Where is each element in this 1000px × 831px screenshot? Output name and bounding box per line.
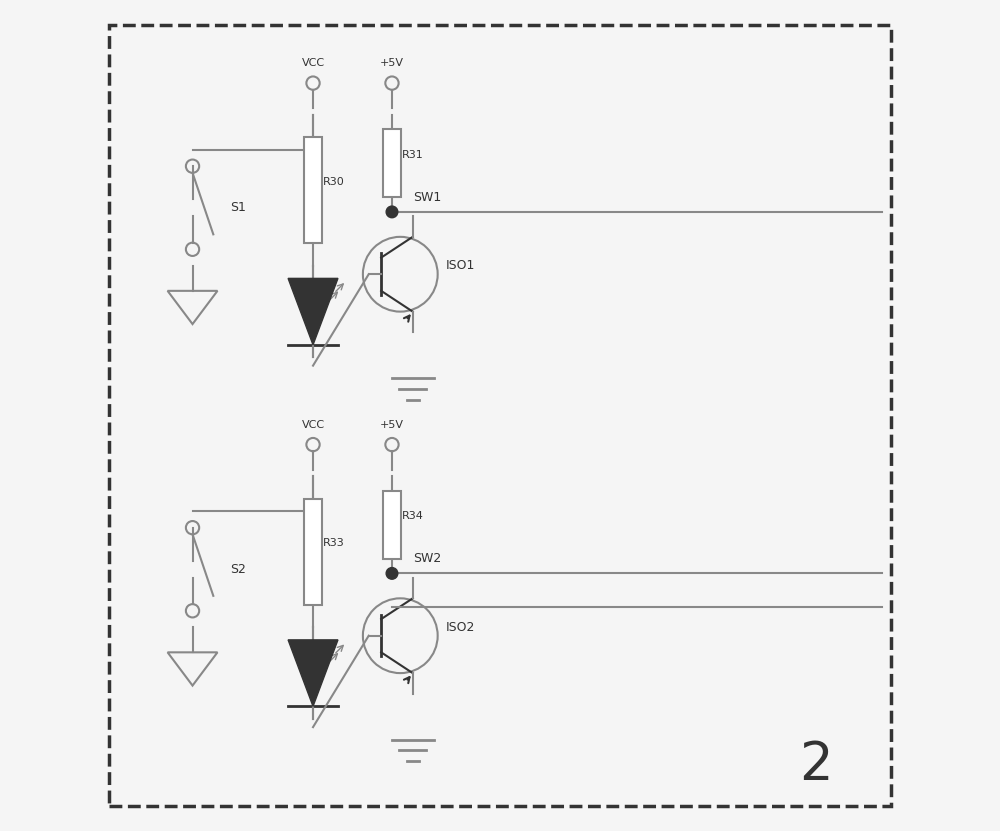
Text: +5V: +5V (380, 420, 404, 430)
Text: ISO2: ISO2 (446, 621, 475, 634)
Text: S1: S1 (230, 201, 246, 214)
Text: +5V: +5V (380, 58, 404, 68)
Polygon shape (288, 278, 338, 345)
Text: VCC: VCC (301, 420, 325, 430)
Text: ISO1: ISO1 (446, 259, 475, 273)
Bar (304, 137, 322, 243)
Circle shape (386, 568, 398, 579)
Text: R34: R34 (402, 511, 424, 522)
Text: SW1: SW1 (413, 190, 441, 204)
Bar (383, 491, 401, 558)
Polygon shape (288, 640, 338, 706)
Text: R31: R31 (402, 150, 424, 160)
Circle shape (386, 206, 398, 218)
Text: VCC: VCC (301, 58, 325, 68)
Text: 2: 2 (799, 739, 833, 790)
Text: SW2: SW2 (413, 552, 441, 565)
Text: S2: S2 (230, 563, 246, 576)
Bar (304, 499, 322, 605)
Bar (383, 130, 401, 197)
Text: R33: R33 (323, 538, 345, 548)
Text: R30: R30 (323, 177, 345, 187)
